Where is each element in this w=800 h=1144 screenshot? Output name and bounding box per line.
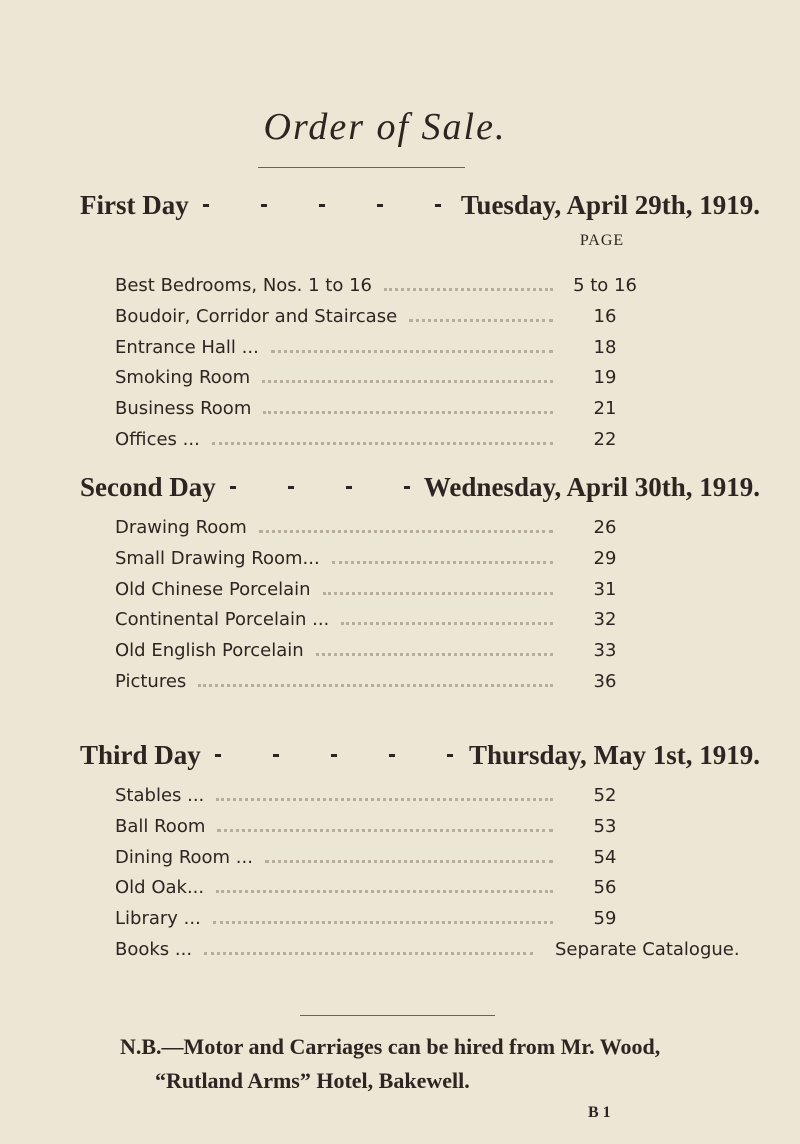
dot-leader (258, 529, 553, 533)
entry-row: Old Chinese Porcelain (115, 579, 565, 600)
separator (214, 754, 455, 757)
page-ref: 36 (593, 671, 617, 692)
entry-row: Ball Room (115, 816, 565, 837)
date: Thursday, May 1st, 1919. (468, 740, 760, 770)
entry-row: Dining Room ... (115, 847, 565, 868)
page-ref: 19 (593, 367, 617, 389)
entry-row: Stables ... (115, 785, 565, 806)
entry-row: Best Bedrooms, Nos. 1 to 16 (115, 275, 565, 296)
day: First Day (80, 190, 189, 220)
entry-row: Entrance Hall ... (115, 337, 565, 358)
page-ref: 59 (593, 908, 617, 930)
dot-leader (211, 441, 553, 445)
entry-row: Drawing Room (115, 517, 565, 538)
room: Ball Room (115, 815, 206, 837)
room: Library ... (115, 908, 201, 930)
separator (229, 486, 410, 489)
dot-leader (263, 410, 553, 415)
dot-leader (216, 797, 553, 801)
page-ref: 31 (593, 578, 617, 600)
entry-row: Continental Porcelain ... (115, 609, 565, 630)
dot-leader (198, 683, 553, 687)
page-ref: 21 (593, 398, 617, 420)
page-ref: 56 (593, 877, 617, 899)
room: Dining Room ... (115, 846, 253, 868)
page-ref: 16 (593, 305, 617, 327)
entry-row: Old English Porcelain (115, 640, 565, 661)
day-heading: Third Day Thursday, May 1st, 1919. (80, 740, 760, 771)
dot-leader (262, 379, 553, 384)
room: Small Drawing Room... (115, 547, 320, 569)
room: Smoking Room (115, 367, 251, 389)
room: Offices ... (115, 429, 200, 450)
date: Tuesday, April 29th, 1919. (460, 190, 760, 220)
room: Stables ... (115, 785, 205, 806)
entry-row: Offices ... (115, 429, 565, 450)
dot-leader (315, 652, 553, 657)
note-line: “Rutland Arms” Hotel, Bakewell. (155, 1068, 470, 1093)
rule (300, 1015, 495, 1016)
dot-leader (341, 621, 553, 626)
room: Books ... (115, 939, 193, 960)
day: Third Day (80, 740, 201, 770)
entry-row: Old Oak... (115, 877, 565, 898)
page-ref: 26 (593, 517, 617, 538)
room: Old Chinese Porcelain (115, 578, 311, 600)
signature: B 1 (588, 1104, 611, 1121)
page-ref: 54 (593, 846, 617, 868)
entry-row: Boudoir, Corridor and Staircase (115, 306, 565, 327)
room: Entrance Hall ... (115, 336, 259, 358)
page-ref: 29 (593, 547, 617, 569)
page-ref: Separate Catalogue. (555, 939, 740, 960)
entry-row: Smoking Room (115, 367, 565, 388)
room: Best Bedrooms, Nos. 1 to 16 (115, 275, 372, 296)
page-ref: 33 (593, 640, 617, 662)
entry-row: Books ... (115, 939, 545, 960)
dot-leader (216, 889, 553, 894)
page-ref: 18 (593, 336, 617, 358)
dot-leader (322, 591, 553, 595)
page-ref: 32 (593, 609, 617, 631)
room: Old English Porcelain (115, 640, 304, 662)
dot-leader (264, 859, 553, 863)
day-heading: First Day Tuesday, April 29th, 1919. (80, 190, 760, 221)
entry-row: Pictures (115, 671, 565, 692)
page-ref: 5 to 16 (573, 275, 637, 296)
room: Pictures (115, 671, 187, 692)
dot-leader (409, 318, 553, 322)
room: Continental Porcelain ... (115, 609, 330, 631)
day: Second Day (80, 472, 216, 502)
room: Drawing Room (115, 517, 247, 538)
separator (202, 204, 447, 207)
entry-row: Small Drawing Room... (115, 548, 565, 569)
dot-leader (270, 349, 553, 353)
room: Business Room (115, 398, 252, 420)
day-heading: Second Day Wednesday, April 30th, 1919. (80, 472, 760, 503)
dot-leader (217, 828, 553, 832)
date: Wednesday, April 30th, 1919. (423, 472, 760, 502)
dot-leader (204, 951, 533, 955)
page-header: PAGE (579, 232, 625, 249)
rule (258, 167, 465, 168)
room: Boudoir, Corridor and Staircase (115, 305, 398, 327)
page-ref: 53 (593, 815, 617, 837)
entry-row: Library ... (115, 908, 565, 929)
entry-row: Business Room (115, 398, 565, 419)
title: Order of Sale. (263, 106, 507, 148)
dot-leader (383, 287, 553, 291)
page-ref: 52 (593, 785, 617, 806)
dot-leader (331, 560, 553, 564)
page-ref: 22 (593, 429, 617, 450)
room: Old Oak... (115, 877, 205, 899)
dot-leader (212, 920, 553, 925)
note-line: N.B.—Motor and Carriages can be hired fr… (120, 1034, 661, 1059)
